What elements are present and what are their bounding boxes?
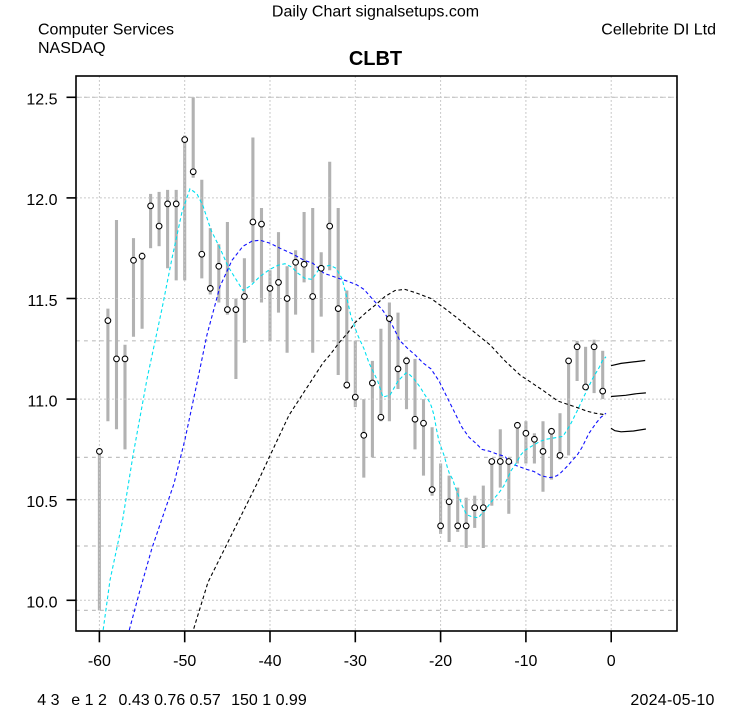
svg-text:0: 0 (607, 653, 616, 670)
svg-text:11.0: 11.0 (28, 393, 58, 410)
svg-text:-30: -30 (344, 653, 367, 670)
svg-text:4 3: 4 3 (37, 692, 59, 708)
svg-text:150 1 0.99: 150 1 0.99 (231, 692, 307, 708)
svg-text:-40: -40 (258, 653, 281, 670)
svg-text:12.5: 12.5 (26, 92, 57, 109)
svg-text:-50: -50 (173, 653, 196, 670)
svg-text:12.0: 12.0 (26, 192, 57, 209)
svg-text:-60: -60 (88, 653, 111, 670)
svg-text:-20: -20 (429, 653, 452, 670)
svg-text:10.5: 10.5 (26, 494, 57, 511)
svg-text:Daily Chart signalsetups.com: Daily Chart signalsetups.com (272, 4, 479, 21)
svg-text:CLBT: CLBT (349, 48, 402, 70)
svg-text:e 1 2: e 1 2 (71, 692, 107, 708)
svg-text:11.5: 11.5 (28, 293, 58, 310)
svg-text:Cellebrite DI Ltd: Cellebrite DI Ltd (601, 22, 716, 39)
svg-text:0.43 0.76 0.57: 0.43 0.76 0.57 (119, 692, 221, 708)
svg-text:-10: -10 (514, 653, 537, 670)
svg-text:Computer Services: Computer Services (38, 22, 174, 39)
svg-text:10.0: 10.0 (26, 595, 57, 612)
svg-text:2024-05-10: 2024-05-10 (630, 692, 714, 708)
svg-text:NASDAQ: NASDAQ (38, 40, 106, 57)
